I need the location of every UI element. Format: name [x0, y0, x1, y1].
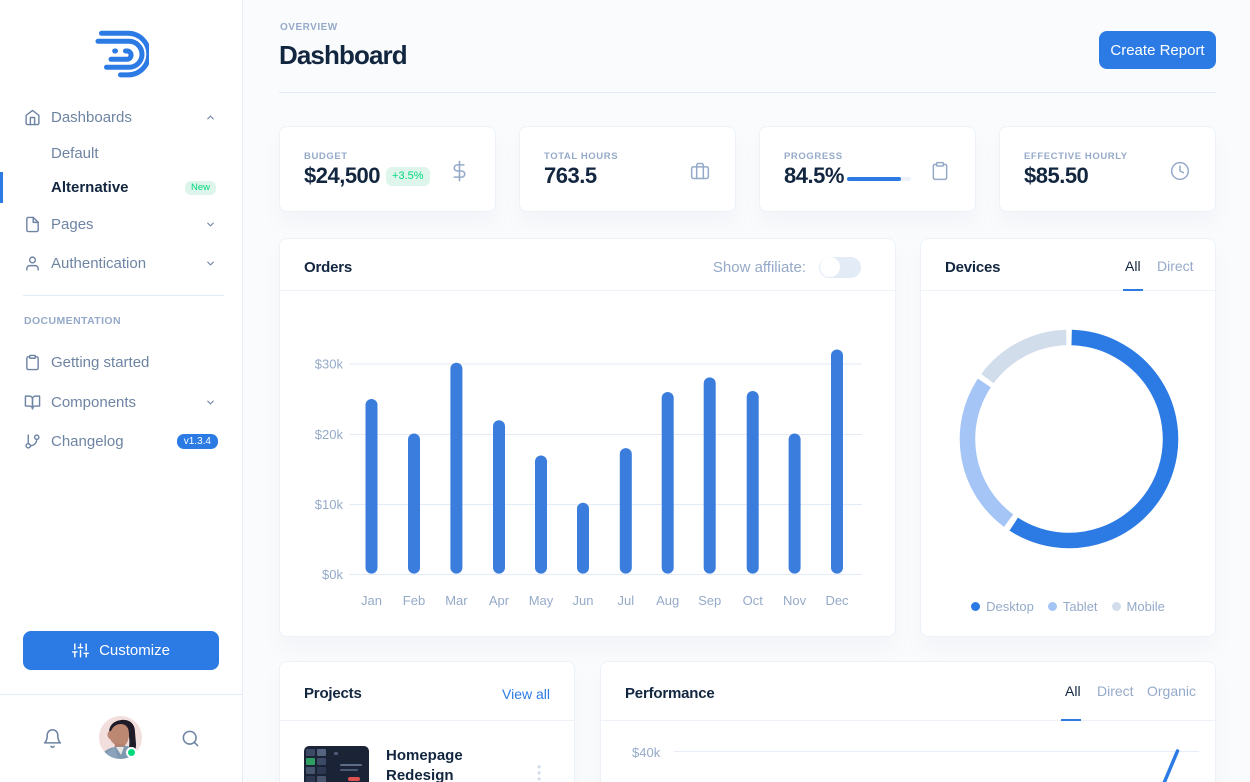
svg-text:$20k: $20k: [315, 427, 344, 442]
svg-text:Apr: Apr: [489, 593, 510, 608]
svg-text:May: May: [529, 593, 554, 608]
svg-text:Oct: Oct: [743, 593, 764, 608]
svg-text:Mar: Mar: [445, 593, 468, 608]
svg-text:Jan: Jan: [361, 593, 382, 608]
svg-text:Jun: Jun: [573, 593, 594, 608]
svg-text:Feb: Feb: [403, 593, 425, 608]
svg-text:Jul: Jul: [617, 593, 634, 608]
svg-text:$30k: $30k: [315, 357, 344, 372]
svg-text:Sep: Sep: [698, 593, 721, 608]
svg-text:$0k: $0k: [322, 567, 343, 582]
svg-text:Dec: Dec: [825, 593, 849, 608]
svg-text:Aug: Aug: [656, 593, 679, 608]
svg-text:Nov: Nov: [783, 593, 807, 608]
svg-text:$10k: $10k: [315, 497, 344, 512]
